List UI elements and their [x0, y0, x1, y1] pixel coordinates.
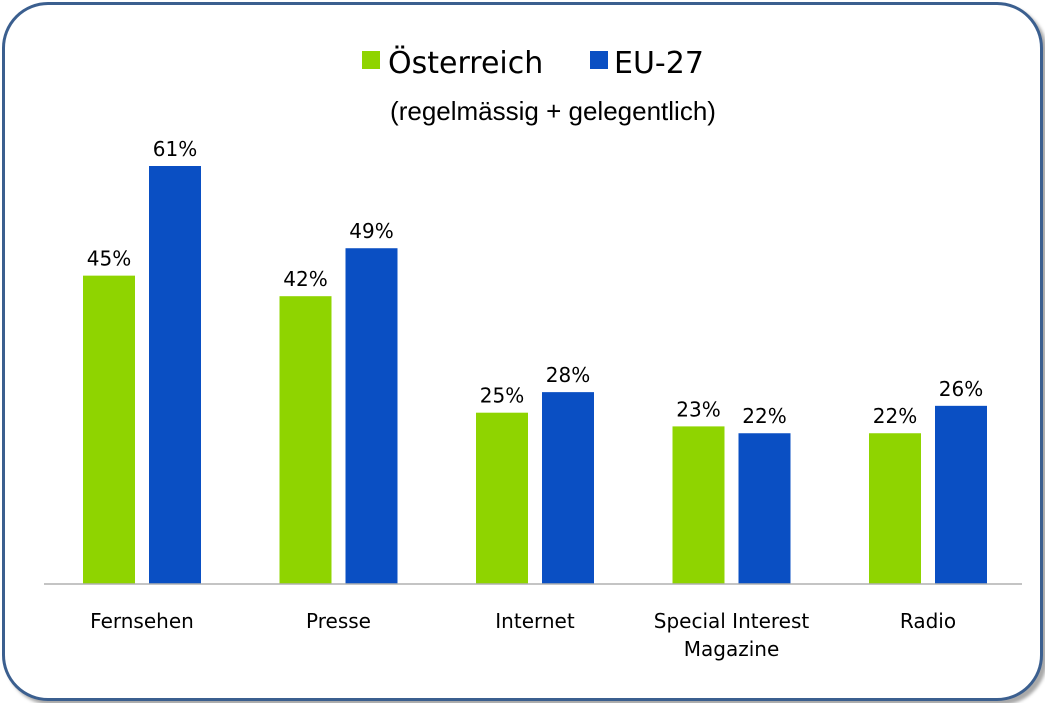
category-label-radio: Radio: [900, 609, 956, 633]
bar-eu-27-special-interest-magazine: [738, 433, 791, 584]
bar-eu-27-fernsehen: [149, 166, 201, 584]
value-label-sterreich-internet: 25%: [480, 384, 524, 408]
bar-sterreich-fernsehen: [83, 275, 135, 584]
value-label-sterreich-fernsehen: 45%: [87, 247, 131, 271]
legend-label-eu27: EU-27: [614, 46, 704, 81]
category-label-internet: Internet: [495, 609, 575, 633]
value-label-eu-27-presse: 49%: [349, 219, 393, 243]
value-label-eu-27-fernsehen: 61%: [153, 137, 197, 161]
value-label-sterreich-special-interest-magazine: 23%: [676, 397, 720, 421]
category-label-special-interest-magazine: Special Interest Magazine: [654, 609, 810, 661]
value-label-sterreich-presse: 42%: [283, 267, 327, 291]
bars-group: [83, 166, 987, 585]
legend-swatch-eu27: [590, 51, 608, 69]
category-label-fernsehen: Fernsehen: [90, 609, 194, 633]
bar-sterreich-internet: [476, 412, 528, 584]
bar-sterreich-radio: [869, 433, 921, 584]
value-label-eu-27-internet: 28%: [546, 363, 590, 387]
value-label-sterreich-radio: 22%: [873, 404, 917, 428]
value-label-eu-27-radio: 26%: [939, 377, 983, 401]
category-labels-group: Fernsehen Presse Internet Special Interest M…: [90, 609, 956, 661]
value-label-eu-27-special-interest-magazine: 22%: [742, 404, 786, 428]
bar-sterreich-presse: [279, 296, 332, 584]
value-labels-group: 45% 61% 42% 49% 25% 28% 23% 22% 22% 26%: [87, 137, 983, 428]
bar-eu-27-internet: [542, 392, 594, 584]
bar-eu-27-radio: [935, 405, 987, 584]
legend-swatch-oesterreich: [362, 51, 380, 69]
bar-sterreich-special-interest-magazine: [672, 426, 725, 584]
legend-label-oesterreich: Österreich: [388, 45, 543, 81]
chart-subtitle: (regelmässig + gelegentlich): [390, 96, 716, 126]
category-label-presse: Presse: [306, 609, 371, 633]
bar-eu-27-presse: [345, 248, 398, 585]
legend: Österreich EU-27: [362, 45, 704, 81]
